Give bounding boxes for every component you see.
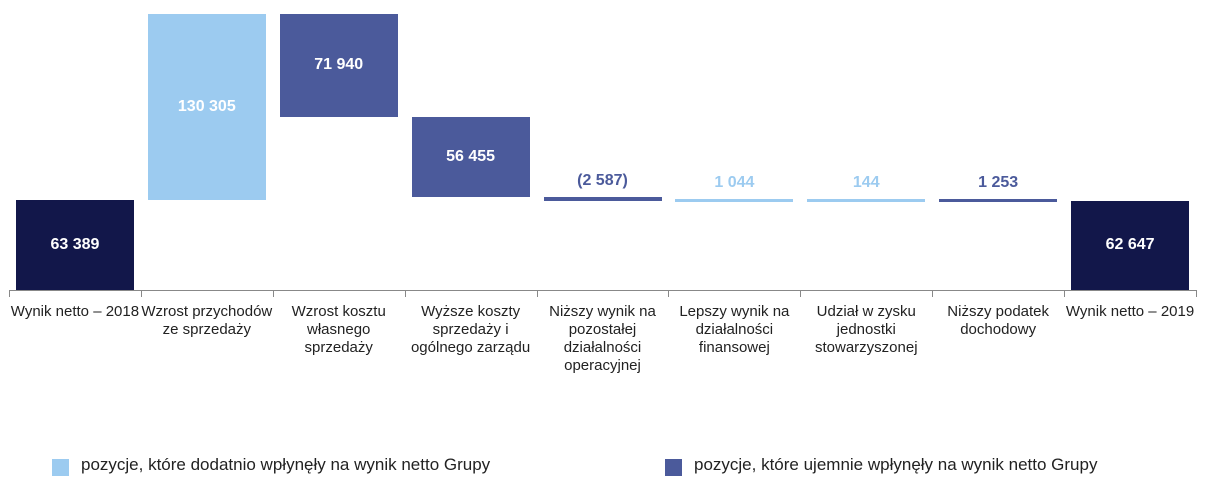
x-tick (404, 290, 406, 297)
value-label: 1 044 (714, 174, 755, 192)
x-tick (536, 290, 538, 297)
value-label: 71 940 (314, 56, 364, 74)
bar (411, 116, 530, 197)
value-label: 144 (852, 173, 880, 191)
x-tick-label: Wyższe koszty sprzedaży i ogólnego zarzą… (410, 303, 531, 356)
x-tick (1196, 290, 1197, 297)
x-tick (668, 290, 670, 297)
bar (1071, 200, 1190, 290)
value-label: 62 647 (1105, 236, 1155, 254)
x-tick-label: Wynik netto – 2019 (1065, 303, 1195, 320)
x-tick-label: Wzrost kosztu własnego sprzedaży (291, 303, 386, 356)
bar (279, 14, 398, 117)
legend-label: pozycje, które ujemnie wpłynęły na wynik… (694, 455, 1098, 474)
bar (15, 199, 134, 290)
x-tick (800, 290, 802, 297)
bar (147, 14, 266, 200)
legend-label: pozycje, które dodatnio wpłynęły na wyni… (81, 455, 491, 474)
x-tick-label: Udział w zysku jednostki stowarzyszonej (814, 303, 918, 356)
value-label: 56 455 (446, 147, 496, 165)
bar (675, 199, 794, 203)
x-tick (932, 290, 934, 297)
legend-swatch (52, 459, 69, 476)
bar (939, 198, 1058, 202)
value-label: 130 305 (177, 97, 236, 115)
bar (543, 196, 662, 201)
x-tick (9, 290, 10, 297)
legend-swatch (665, 459, 682, 476)
x-tick-label: Niższy podatek dochodowy (947, 303, 1050, 338)
x-tick (1064, 290, 1066, 297)
x-tick (272, 290, 274, 297)
x-tick-label: Niższy wynik na pozostałej działalności … (549, 303, 656, 374)
value-label: 1 253 (978, 173, 1019, 191)
value-label: (2 587) (577, 171, 628, 189)
x-tick-label: Lepszy wynik na działalności finansowej (679, 303, 790, 356)
x-tick-label: Wzrost przychodów ze sprzedaży (141, 303, 273, 338)
x-tick (140, 290, 142, 297)
x-axis (9, 290, 1196, 291)
bar (807, 198, 926, 202)
x-tick-label: Wynik netto – 2018 (10, 303, 140, 320)
value-label: 63 389 (50, 235, 100, 253)
